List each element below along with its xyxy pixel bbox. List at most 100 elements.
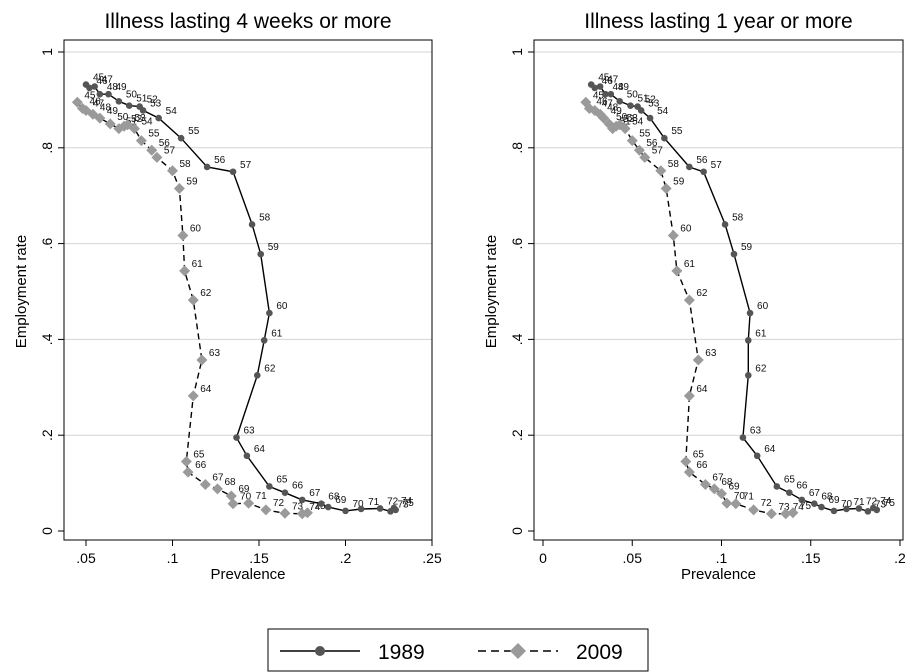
- point-1989-age-57: [229, 168, 237, 176]
- point-1989-age-64: [243, 452, 251, 460]
- point-1989-age-62: [744, 372, 752, 379]
- point-label: 52: [147, 95, 159, 106]
- point-label: 64: [254, 444, 266, 455]
- point-label: 68: [821, 492, 833, 503]
- point-2009-age-70: [227, 498, 239, 510]
- point-label: 50: [627, 89, 639, 100]
- point-label: 55: [671, 126, 683, 137]
- y-tick-label: .2: [509, 429, 525, 441]
- point-label: 70: [240, 492, 252, 503]
- y-tick-label: .2: [39, 429, 55, 441]
- x-tick-label: 0: [539, 550, 547, 566]
- point-2009-age-61: [671, 265, 683, 277]
- point-1989-age-48: [602, 90, 609, 98]
- point-label: 65: [193, 450, 205, 461]
- point-1989-age-68: [811, 500, 818, 507]
- point-1989-age-70: [342, 507, 349, 515]
- point-2009-age-61: [179, 265, 191, 277]
- point-label: 70: [734, 491, 746, 502]
- point-2009-age-72: [748, 504, 760, 516]
- point-label: 72: [273, 498, 285, 509]
- point-label: 47: [93, 98, 105, 109]
- point-label: 52: [645, 95, 657, 106]
- point-label: 55: [639, 129, 651, 140]
- chart-panel-2: Illness lasting 1 year or more 0 .2 .4 .6 .8 1…: [483, 10, 906, 583]
- point-2009-age-50: [104, 118, 116, 130]
- point-label: 60: [276, 301, 288, 312]
- y-tick-label: .6: [509, 238, 525, 250]
- point-1989-age-54: [155, 114, 162, 122]
- point-2009-age-54: [128, 123, 140, 135]
- point-1989-age-70: [830, 507, 838, 515]
- legend-item-1989: 1989: [280, 641, 425, 664]
- point-label: 72: [866, 496, 878, 507]
- plot-frame: [63, 39, 433, 541]
- point-label: 54: [657, 106, 669, 117]
- legend-label: 2009: [576, 641, 623, 664]
- point-2009-age-64: [187, 390, 199, 402]
- point-1989-age-63: [739, 434, 747, 441]
- point-label: 63: [209, 348, 221, 359]
- x-axis-label: Prevalence: [681, 566, 756, 583]
- point-2009-age-69: [716, 488, 727, 500]
- point-label: 50: [126, 89, 138, 100]
- point-label: 67: [309, 488, 321, 499]
- point-label: 48: [100, 102, 112, 113]
- point-label: 54: [166, 106, 178, 117]
- y-tick-label: .8: [39, 142, 55, 154]
- y-tick-label: 1: [39, 48, 55, 56]
- point-label: 68: [224, 477, 236, 488]
- y-tick-label: 1: [509, 48, 525, 56]
- point-label: 57: [711, 160, 723, 171]
- legend-marker-2009: [510, 643, 526, 659]
- point-label: 62: [755, 363, 767, 374]
- point-label: 51: [126, 117, 138, 128]
- point-2009-age-66: [182, 466, 194, 478]
- point-2009-age-73: [279, 507, 291, 519]
- point-label: 66: [195, 460, 207, 471]
- point-1989-age-46: [86, 84, 93, 92]
- point-1989-age-61: [744, 337, 752, 344]
- point-label: 46: [90, 97, 102, 108]
- point-label: 73: [397, 499, 409, 510]
- point-1989-age-66: [281, 489, 289, 496]
- point-1989-age-55: [661, 134, 668, 142]
- legend-label: 1989: [378, 641, 425, 664]
- point-label: 74: [880, 496, 892, 507]
- point-label: 56: [696, 155, 708, 166]
- y-tick-label: .4: [509, 333, 525, 345]
- point-label: 71: [853, 497, 865, 508]
- point-label: 54: [632, 117, 644, 128]
- point-label: 53: [135, 113, 147, 124]
- point-label: 48: [107, 82, 119, 93]
- point-label: 62: [200, 288, 212, 299]
- y-tick-label: 0: [39, 527, 55, 535]
- point-2009-age-67: [199, 479, 211, 491]
- point-label: 46: [596, 97, 608, 108]
- point-label: 66: [696, 460, 708, 471]
- point-2009-age-73: [765, 508, 777, 520]
- point-2009-age-56: [633, 144, 645, 156]
- point-label: 61: [271, 328, 283, 339]
- point-label: 67: [712, 473, 724, 484]
- point-2009-age-62: [683, 294, 695, 306]
- point-label: 63: [244, 426, 256, 437]
- point-2009-age-74: [780, 508, 792, 520]
- point-label: 59: [268, 242, 280, 253]
- point-2009-age-68: [708, 483, 720, 495]
- chart-title: Illness lasting 1 year or more: [584, 10, 852, 33]
- series-2009: 4546474849505152535455565758596061626364…: [71, 90, 326, 520]
- point-2009-age-64: [683, 390, 695, 402]
- point-label: 54: [141, 117, 153, 128]
- point-1989-age-51: [125, 102, 133, 109]
- point-label: 63: [750, 426, 762, 437]
- point-1989-age-69: [324, 503, 332, 511]
- point-1989-age-53: [139, 107, 147, 114]
- point-label: 64: [696, 384, 708, 395]
- point-label: 74: [309, 502, 321, 513]
- point-2009-age-67: [699, 479, 711, 491]
- point-1989-age-59: [730, 250, 738, 258]
- point-label: 74: [793, 502, 805, 513]
- point-1989-age-68: [317, 500, 325, 507]
- point-label: 72: [761, 498, 773, 509]
